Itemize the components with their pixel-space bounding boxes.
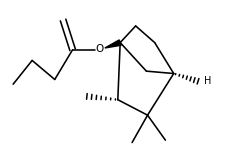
Text: H: H — [204, 76, 212, 86]
Polygon shape — [105, 40, 121, 48]
Text: O: O — [96, 44, 104, 54]
